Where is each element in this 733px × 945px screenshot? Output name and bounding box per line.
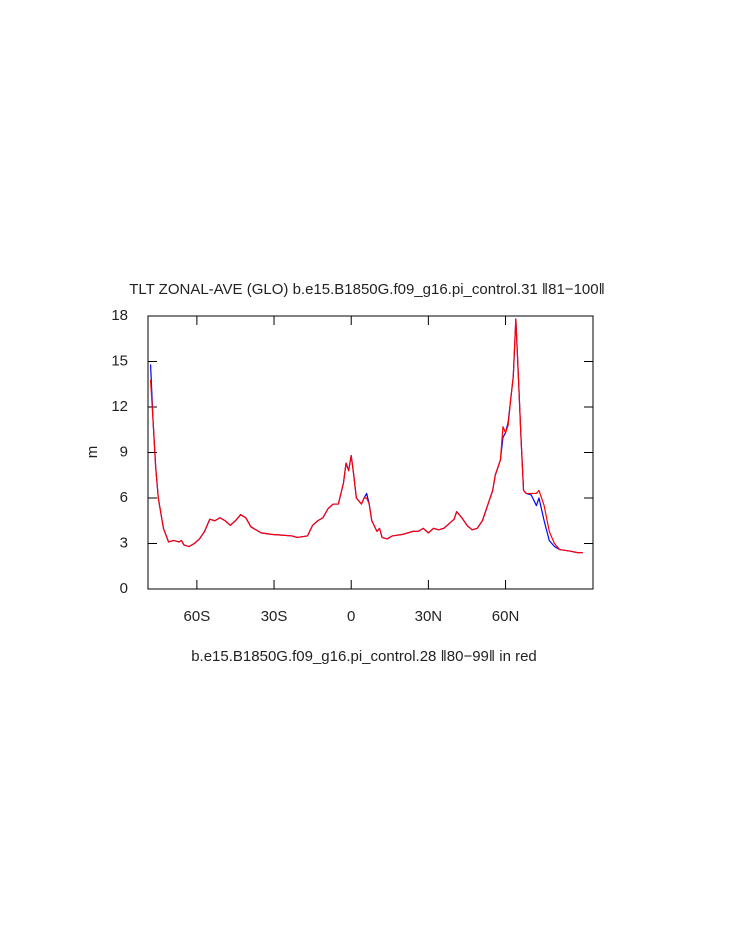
y-tick-label: 3 [120,534,128,551]
y-tick-label: 12 [111,398,128,415]
x-tick-label: 30S [261,608,288,625]
x-axis-label: b.e15.B1850G.f09_g16.pi_control.28 ‖80−9… [191,648,537,665]
y-tick-label: 0 [120,580,128,597]
y-tick-label: 15 [111,352,128,369]
y-axis-label: m [84,446,101,459]
y-tick-label: 6 [120,489,128,506]
plot-frame [147,315,594,590]
series-line [149,318,583,554]
y-tick-label: 9 [120,443,128,460]
x-tick-label: 60N [492,608,520,625]
y-tick-label: 18 [111,307,128,324]
chart-title: TLT ZONAL-AVE (GLO) b.e15.B1850G.f09_g16… [129,281,605,298]
x-tick-label: 60S [184,608,211,625]
x-tick-label: 30N [415,608,443,625]
x-tick-label: 0 [347,608,355,625]
